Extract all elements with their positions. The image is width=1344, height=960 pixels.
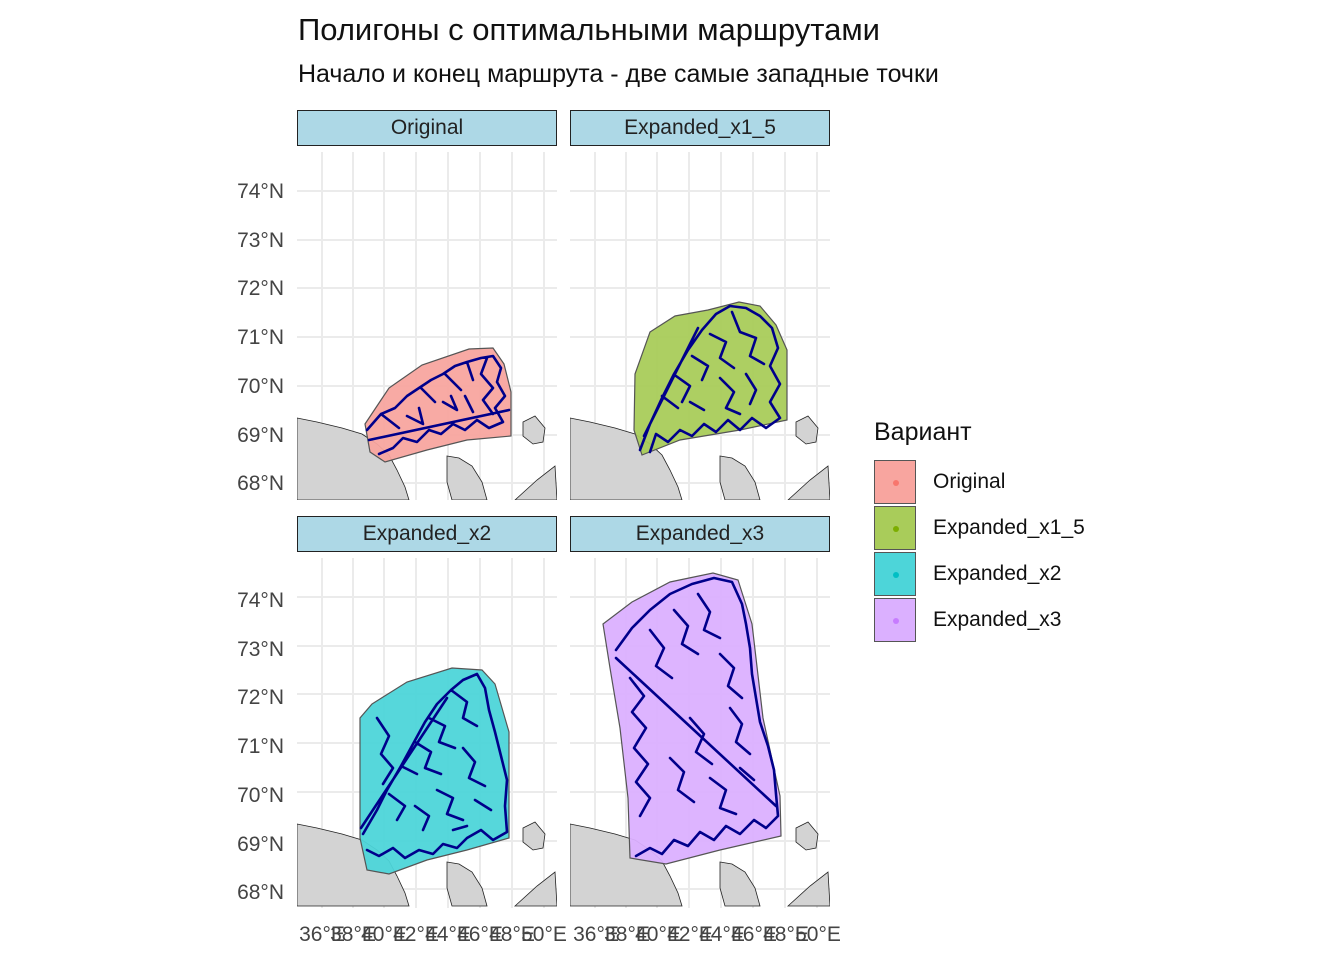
legend-dot bbox=[893, 526, 899, 532]
y-tick-label: 69°N bbox=[237, 424, 284, 447]
map-canvas bbox=[297, 558, 557, 908]
x-tick-label: 50°E bbox=[521, 923, 567, 946]
land-mass bbox=[795, 415, 819, 445]
y-tick-label: 70°N bbox=[237, 784, 284, 807]
land-mass bbox=[719, 861, 761, 907]
x-tick-label: 46°E bbox=[457, 923, 503, 946]
optimal-route bbox=[614, 576, 780, 858]
legend-key bbox=[874, 598, 916, 642]
facet-strip-expanded-x2: Expanded_x2 bbox=[297, 516, 557, 552]
map-canvas bbox=[297, 152, 557, 500]
legend-label: Expanded_x2 bbox=[933, 562, 1062, 585]
y-tick-label: 74°N bbox=[237, 589, 284, 612]
x-tick-label: 36°E bbox=[299, 923, 345, 946]
legend-item-expanded-x1-5: Expanded_x1_5 bbox=[874, 506, 1134, 550]
facet-strip-expanded-x1-5: Expanded_x1_5 bbox=[570, 110, 830, 146]
y-tick-label: 72°N bbox=[237, 277, 284, 300]
y-tick-label: 74°N bbox=[237, 180, 284, 203]
x-tick-label: 36°E bbox=[573, 923, 619, 946]
land-mass bbox=[522, 821, 546, 851]
y-tick-label: 68°N bbox=[237, 881, 284, 904]
land-mass bbox=[570, 417, 683, 500]
legend-dot bbox=[893, 618, 899, 624]
legend-item-original: Original bbox=[874, 460, 1134, 504]
optimal-route bbox=[365, 354, 511, 456]
land-mass bbox=[719, 455, 761, 500]
map-panel-expanded-x3 bbox=[570, 558, 830, 908]
legend-key bbox=[874, 460, 916, 504]
facet-strip-expanded-x3: Expanded_x3 bbox=[570, 516, 830, 552]
map-panel-expanded-x1-5 bbox=[570, 152, 830, 500]
legend-label: Expanded_x1_5 bbox=[933, 516, 1085, 539]
y-tick-label: 71°N bbox=[237, 735, 284, 758]
land-mass bbox=[787, 465, 830, 500]
land-mass bbox=[446, 455, 488, 500]
optimal-route bbox=[638, 304, 782, 454]
land-mass bbox=[522, 415, 546, 445]
facet-strip-original: Original bbox=[297, 110, 557, 146]
x-tick-label: 38°E bbox=[604, 923, 650, 946]
y-tick-label: 70°N bbox=[237, 375, 284, 398]
x-tick-label: 40°E bbox=[635, 923, 681, 946]
x-tick-label: 46°E bbox=[731, 923, 777, 946]
map-canvas bbox=[570, 152, 830, 500]
legend-item-expanded-x3: Expanded_x3 bbox=[874, 598, 1134, 642]
legend-key bbox=[874, 552, 916, 596]
x-tick-label: 48°E bbox=[763, 923, 809, 946]
land-mass bbox=[786, 871, 830, 907]
legend-label: Expanded_x3 bbox=[933, 608, 1062, 631]
chart-title: Полигоны с оптимальными маршрутами bbox=[298, 12, 880, 47]
land-mass bbox=[514, 465, 557, 500]
y-tick-label: 69°N bbox=[237, 833, 284, 856]
x-tick-label: 42°E bbox=[393, 923, 439, 946]
x-tick-label: 50°E bbox=[795, 923, 841, 946]
y-tick-label: 73°N bbox=[237, 229, 284, 252]
x-tick-label: 38°E bbox=[330, 923, 376, 946]
chart-subtitle: Начало и конец маршрута - две самые запа… bbox=[298, 60, 939, 88]
survey-polygon bbox=[364, 347, 512, 463]
x-tick-label: 40°E bbox=[361, 923, 407, 946]
x-tick-label: 42°E bbox=[667, 923, 713, 946]
y-tick-label: 72°N bbox=[237, 686, 284, 709]
legend-dot bbox=[893, 480, 899, 486]
land-mass bbox=[446, 861, 488, 907]
map-panel-expanded-x2 bbox=[297, 558, 557, 908]
map-canvas bbox=[570, 558, 830, 908]
land-mass bbox=[513, 871, 557, 907]
y-tick-label: 73°N bbox=[237, 638, 284, 661]
y-tick-label: 71°N bbox=[237, 326, 284, 349]
x-tick-label: 48°E bbox=[489, 923, 535, 946]
map-panel-original bbox=[297, 152, 557, 500]
x-tick-label: 44°E bbox=[699, 923, 745, 946]
land-mass bbox=[795, 821, 819, 851]
legend-dot bbox=[893, 572, 899, 578]
legend-item-expanded-x2: Expanded_x2 bbox=[874, 552, 1134, 596]
legend-title: Вариант bbox=[874, 418, 972, 446]
y-tick-label: 68°N bbox=[237, 472, 284, 495]
optimal-route bbox=[359, 672, 509, 860]
x-tick-label: 44°E bbox=[425, 923, 471, 946]
legend-key bbox=[874, 506, 916, 550]
survey-polygon bbox=[633, 301, 788, 456]
legend-label: Original bbox=[933, 470, 1006, 493]
